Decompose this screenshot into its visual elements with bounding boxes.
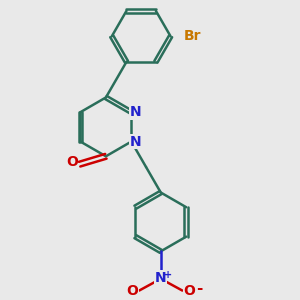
Text: N: N — [155, 271, 166, 285]
Text: O: O — [183, 284, 195, 298]
Text: +: + — [164, 270, 172, 280]
Text: O: O — [126, 284, 138, 298]
Text: N: N — [130, 105, 141, 119]
Text: -: - — [196, 281, 202, 296]
Text: N: N — [130, 135, 141, 148]
Text: O: O — [66, 155, 78, 169]
Text: Br: Br — [183, 29, 201, 43]
